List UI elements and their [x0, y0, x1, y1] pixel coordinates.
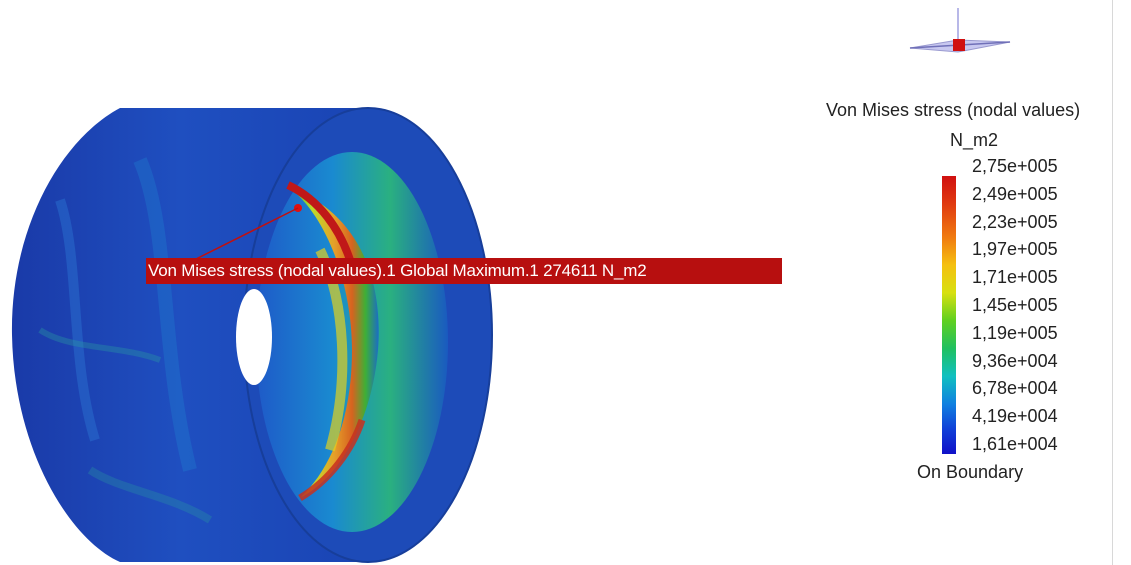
legend-tick: 2,49e+005: [972, 183, 1058, 204]
legend-tick: 1,97e+005: [972, 239, 1058, 260]
legend-tick: 1,19e+005: [972, 322, 1058, 343]
viewport-edge-divider: [1112, 0, 1113, 565]
legend-tick: 1,61e+004: [972, 434, 1058, 454]
legend-colorbar[interactable]: [942, 176, 956, 454]
stress-model-render[interactable]: [0, 0, 800, 565]
legend-title: Von Mises stress (nodal values): [826, 100, 1081, 120]
global-maximum-label[interactable]: Von Mises stress (nodal values).1 Global…: [146, 258, 782, 284]
legend-tick: 6,78e+004: [972, 378, 1058, 399]
legend-tick: 2,75e+005: [972, 156, 1058, 176]
legend-tick: 2,23e+005: [972, 211, 1058, 232]
legend-unit: N_m2: [950, 130, 999, 150]
legend-tick: 9,36e+004: [972, 350, 1058, 371]
legend-tick: 1,45e+005: [972, 295, 1058, 315]
axis-compass-icon[interactable]: [900, 6, 1015, 66]
legend-tick: 1,71e+005: [972, 267, 1058, 288]
legend-footer: On Boundary: [917, 462, 1024, 482]
legend-tick: 4,19e+004: [972, 406, 1058, 427]
